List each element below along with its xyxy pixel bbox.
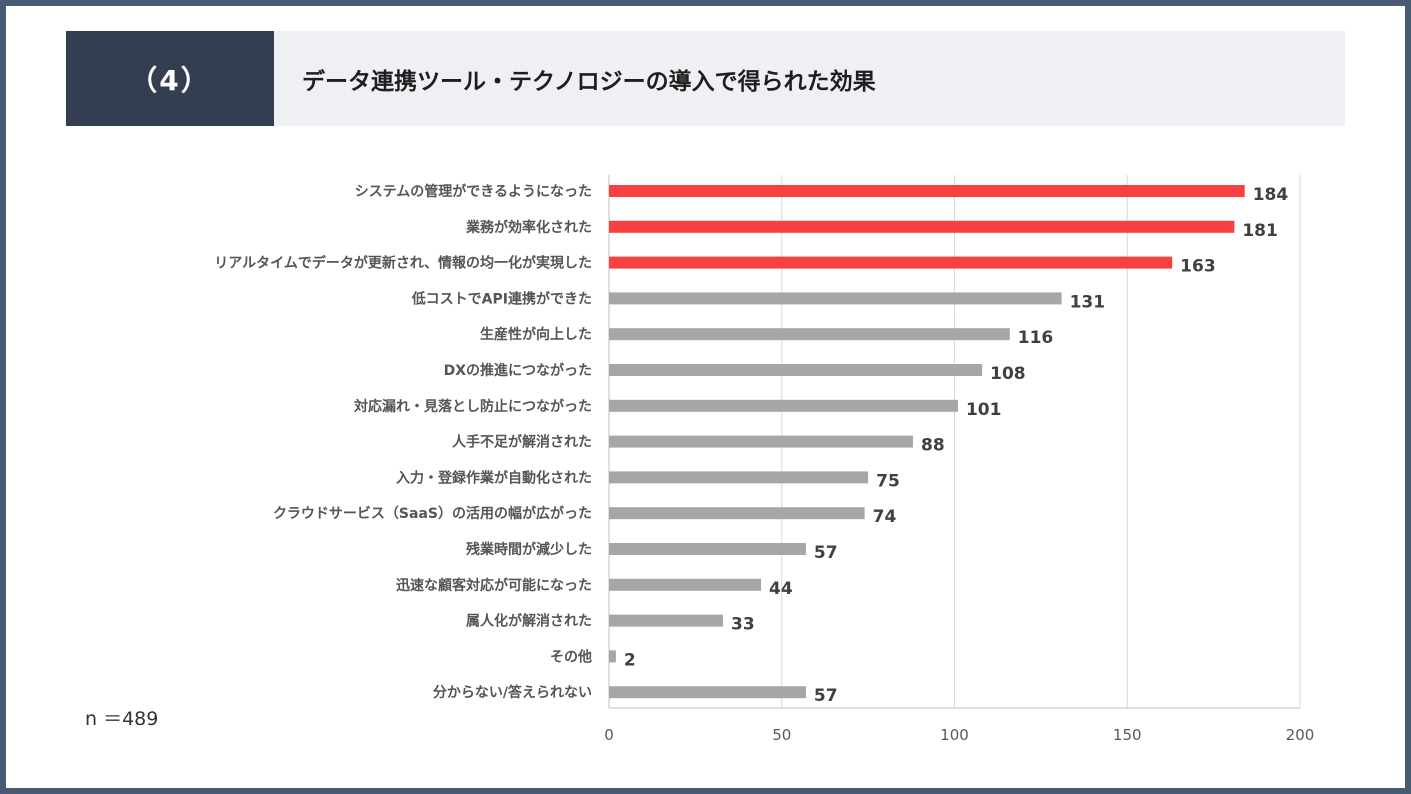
value-label-6: 101: [966, 400, 1002, 420]
value-label-8: 75: [876, 471, 900, 491]
slide: （4） データ連携ツール・テクノロジーの導入で得られた効果: [6, 6, 1405, 788]
value-label-12: 33: [731, 615, 755, 635]
x-tick-label-1: 50: [772, 726, 791, 744]
section-number: （4）: [66, 31, 274, 126]
value-label-0: 184: [1253, 185, 1289, 205]
category-label-9: クラウドサービス（SaaS）の活用の幅が広がった: [273, 505, 592, 522]
sample-size-label: n ＝489: [85, 708, 159, 730]
value-label-10: 57: [814, 543, 838, 563]
bar-7: [609, 435, 914, 448]
page-title: データ連携ツール・テクノロジーの導入で得られた効果: [274, 31, 1345, 126]
value-label-5: 108: [990, 364, 1026, 384]
bar-2: [609, 256, 1173, 269]
value-label-7: 88: [921, 436, 945, 456]
bar-4: [609, 328, 1010, 341]
category-label-14: 分からない/答えられない: [433, 684, 592, 701]
bar-0: [609, 185, 1245, 197]
category-label-10: 残業時間が減少した: [466, 541, 592, 558]
x-tick-label-0: 0: [604, 726, 614, 744]
category-label-2: リアルタイムでデータが更新され、情報の均一化が実現した: [214, 255, 592, 272]
value-label-14: 57: [814, 686, 838, 706]
bar-9: [609, 507, 865, 520]
category-label-3: 低コストでAPI連携ができた: [411, 290, 592, 307]
value-label-11: 44: [769, 579, 793, 599]
x-tick-label-4: 200: [1286, 726, 1315, 744]
bar-5: [609, 364, 983, 376]
bar-8: [609, 471, 869, 484]
category-label-8: 入力・登録作業が自動化された: [396, 469, 592, 486]
category-label-11: 迅速な顧客対応が可能になった: [396, 577, 592, 594]
category-label-4: 生産性が向上した: [480, 326, 592, 343]
bar-10: [609, 543, 806, 555]
value-label-3: 131: [1070, 292, 1106, 312]
category-label-12: 属人化が解消された: [466, 613, 592, 630]
value-label-13: 2: [624, 650, 636, 670]
value-label-1: 181: [1242, 221, 1278, 241]
category-label-7: 人手不足が解消された: [452, 434, 592, 451]
bar-3: [609, 292, 1062, 305]
bar-6: [609, 399, 958, 412]
category-label-5: DXの推進につながった: [444, 362, 592, 379]
bar-11: [609, 578, 762, 591]
bar-14: [609, 686, 806, 699]
x-tick-label-3: 150: [1113, 726, 1142, 744]
bar-13: [609, 650, 616, 663]
category-label-0: システムの管理ができるようになった: [355, 183, 592, 200]
value-label-4: 116: [1018, 328, 1054, 348]
value-label-9: 74: [873, 507, 897, 527]
bar-12: [609, 614, 724, 627]
category-label-13: その他: [550, 648, 592, 665]
category-label-6: 対応漏れ・見落とし防止につながった: [353, 398, 592, 415]
category-label-1: 業務が効率化された: [465, 219, 592, 236]
x-tick-label-2: 100: [940, 726, 969, 744]
bar-1: [609, 220, 1235, 233]
value-label-2: 163: [1180, 257, 1216, 277]
